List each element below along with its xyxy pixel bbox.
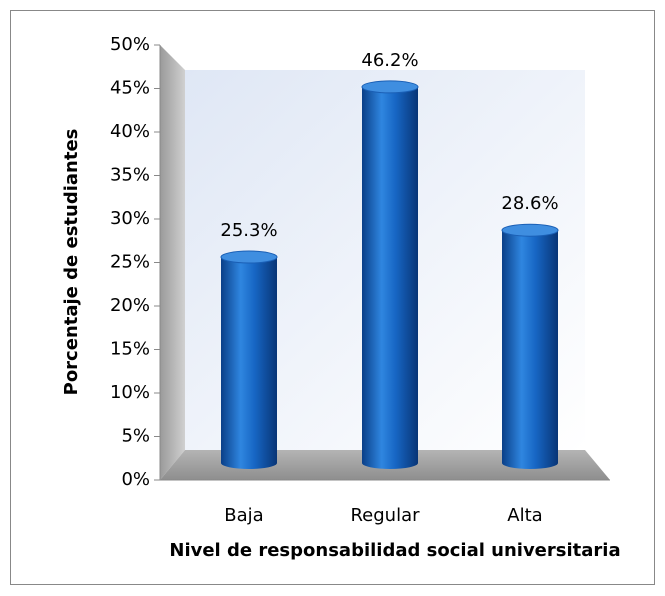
bar <box>502 230 558 469</box>
x-tick-label: Alta <box>507 505 542 526</box>
y-tick-label: 10% <box>110 382 150 403</box>
data-label: 28.6% <box>501 193 558 214</box>
bar <box>221 257 277 469</box>
y-tick-label: 30% <box>110 208 150 229</box>
bar-top <box>220 250 278 264</box>
bar-top <box>501 223 559 237</box>
bar <box>362 86 418 469</box>
x-axis-title: Nivel de responsabilidad social universi… <box>169 540 620 561</box>
y-tick-label: 20% <box>110 295 150 316</box>
y-tick-label: 50% <box>110 34 150 55</box>
bar-top <box>361 80 419 94</box>
y-tick-label: 0% <box>121 469 150 490</box>
x-tick-label: Regular <box>350 505 420 526</box>
y-tick-label: 45% <box>110 78 150 99</box>
x-tick-label: Baja <box>224 505 263 526</box>
y-tick-label: 25% <box>110 252 150 273</box>
y-tick-label: 40% <box>110 121 150 142</box>
side-wall <box>160 45 185 480</box>
y-tick-label: 5% <box>121 426 150 447</box>
y-tick-label: 35% <box>110 165 150 186</box>
y-axis-title: Porcentaje de estudiantes <box>61 129 82 396</box>
data-label: 25.3% <box>220 220 277 241</box>
y-tick-label: 15% <box>110 339 150 360</box>
data-label: 46.2% <box>361 50 418 71</box>
